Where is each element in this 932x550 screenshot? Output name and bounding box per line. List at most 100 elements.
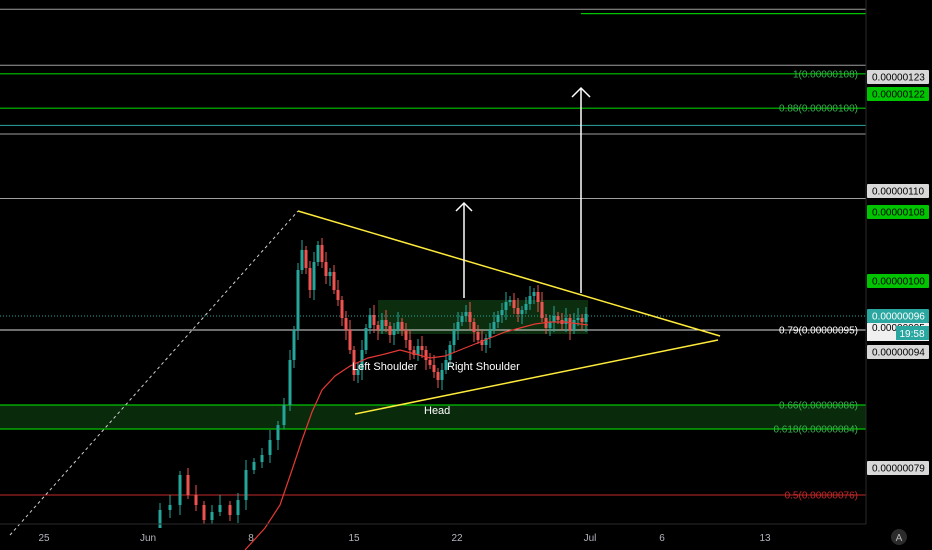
- svg-text:0.00000110: 0.00000110: [872, 187, 925, 198]
- candle: [520, 306, 524, 324]
- candle: [392, 323, 396, 345]
- candle: [236, 493, 240, 523]
- svg-text:0.00000108: 0.00000108: [872, 208, 925, 219]
- candle: [308, 261, 312, 298]
- candle: [440, 363, 444, 390]
- candle: [424, 346, 428, 370]
- chart-logo[interactable]: A: [891, 529, 907, 545]
- candle: [210, 505, 214, 524]
- candle: [436, 368, 440, 388]
- triangle-upper-line: [297, 210, 721, 337]
- candle: [552, 306, 556, 332]
- price-tag-7: 0.00000079: [867, 461, 929, 475]
- candle: [312, 252, 316, 300]
- candle: [420, 336, 424, 358]
- candle: [158, 503, 162, 528]
- candle: [186, 468, 190, 499]
- candle: [320, 238, 324, 268]
- candle: [340, 296, 344, 326]
- svg-text:0.00000096: 0.00000096: [872, 312, 925, 323]
- candle: [476, 325, 480, 344]
- candle: [328, 268, 332, 286]
- candle: [292, 326, 296, 368]
- candle: [488, 323, 492, 348]
- svg-text:0.00000123: 0.00000123: [872, 73, 925, 84]
- triangle-lower-line: [354, 339, 719, 415]
- price-tag-2: 0.00000110: [867, 184, 929, 198]
- logo-icon: A: [896, 533, 903, 544]
- candle: [496, 311, 500, 328]
- candle: [580, 314, 584, 330]
- fib-label-5: 0.5(0.00000076): [785, 491, 858, 502]
- candle: [512, 293, 516, 314]
- fib-label-4: 0.618(0.00000084): [773, 425, 858, 436]
- candle: [432, 355, 436, 378]
- candle: [400, 318, 404, 336]
- candle: [356, 363, 360, 383]
- candle: [244, 460, 248, 510]
- candle: [492, 312, 496, 334]
- candle: [460, 312, 464, 326]
- candle: [452, 323, 456, 353]
- candle: [576, 308, 580, 326]
- price-tag-6: 0.00000094: [867, 345, 929, 359]
- time-tick-7: 13: [759, 533, 771, 544]
- candle: [584, 307, 588, 332]
- candle: [194, 485, 198, 511]
- candle: [500, 303, 504, 323]
- time-tick-3: 15: [348, 533, 360, 544]
- target-arrow-1: [455, 201, 473, 298]
- price-tag-5: 0.00000096: [867, 309, 929, 323]
- candle: [368, 308, 372, 334]
- candle: [472, 318, 476, 342]
- candle: [168, 495, 172, 518]
- candle: [504, 292, 508, 320]
- candle: [228, 501, 232, 521]
- candle: [252, 458, 256, 474]
- candle: [568, 314, 572, 340]
- candle: [412, 346, 416, 359]
- candle: [336, 280, 340, 306]
- candle: [360, 340, 364, 380]
- moving-average-line: [244, 321, 589, 550]
- candle: [372, 305, 376, 333]
- candle: [540, 292, 544, 322]
- candle: [344, 311, 348, 340]
- candle: [548, 315, 552, 336]
- time-tick-5: Jul: [584, 533, 597, 544]
- candle: [282, 398, 286, 429]
- left-shoulder-label: Left Shoulder: [352, 361, 418, 373]
- candle: [480, 330, 484, 351]
- time-tick-2: 8: [248, 533, 254, 544]
- candle: [428, 353, 432, 369]
- candle: [484, 334, 488, 353]
- candle: [296, 263, 300, 340]
- dotted-trend-line: [9, 210, 299, 536]
- fib-label-2: 0.79(0.00000095): [779, 326, 858, 337]
- candle: [202, 501, 206, 524]
- fib-label-1: 0.88(0.00000100): [779, 104, 858, 115]
- green-zone-lower: [0, 405, 866, 429]
- candle: [352, 346, 356, 381]
- candle: [456, 312, 460, 340]
- svg-text:0.00000122: 0.00000122: [872, 90, 925, 101]
- candle: [376, 321, 380, 340]
- time-tick-1: Jun: [140, 533, 156, 544]
- candle: [332, 265, 336, 294]
- svg-text:0.00000100: 0.00000100: [872, 277, 925, 288]
- candle: [404, 323, 408, 348]
- candle: [348, 320, 352, 354]
- candle: [464, 305, 468, 322]
- right-shoulder-label: Right Shoulder: [447, 361, 520, 373]
- candle: [178, 471, 182, 515]
- price-tag-0: 0.00000123: [867, 70, 929, 84]
- candle: [468, 302, 472, 330]
- candle: [408, 330, 412, 360]
- candle: [288, 350, 292, 411]
- candle: [384, 310, 388, 332]
- candle: [564, 308, 568, 332]
- candle: [508, 296, 512, 306]
- candle: [528, 286, 532, 310]
